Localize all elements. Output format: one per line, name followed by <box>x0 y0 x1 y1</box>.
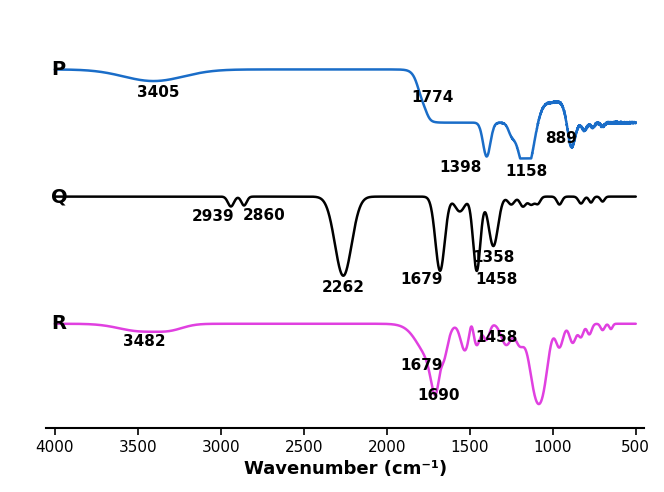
Text: 1458: 1458 <box>475 272 518 287</box>
Text: 1358: 1358 <box>472 250 515 265</box>
Text: R: R <box>52 314 66 333</box>
Text: 1774: 1774 <box>412 90 454 105</box>
Text: 889: 889 <box>545 131 577 146</box>
Text: 1679: 1679 <box>400 272 442 287</box>
Text: 1458: 1458 <box>475 330 518 345</box>
Text: 1690: 1690 <box>417 388 459 402</box>
Text: 1398: 1398 <box>440 160 482 176</box>
Text: 1158: 1158 <box>505 164 548 179</box>
Text: P: P <box>52 60 66 79</box>
X-axis label: Wavenumber (cm⁻¹): Wavenumber (cm⁻¹) <box>244 461 447 478</box>
Text: 2860: 2860 <box>243 208 286 223</box>
Text: 2262: 2262 <box>322 279 365 295</box>
Text: 3405: 3405 <box>137 85 180 100</box>
Text: 2939: 2939 <box>191 209 234 224</box>
Text: Q: Q <box>52 187 68 206</box>
Text: 1679: 1679 <box>400 358 443 373</box>
Text: 3482: 3482 <box>123 334 165 349</box>
